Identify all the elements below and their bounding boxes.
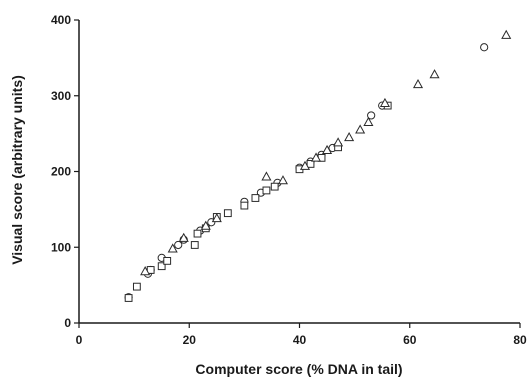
triangle-point	[178, 232, 189, 242]
triangle-point	[261, 171, 272, 181]
triangle-point	[355, 124, 366, 134]
circle-point	[367, 111, 376, 120]
square-point	[193, 229, 202, 238]
y-tick-label: 100	[51, 240, 71, 254]
triangle-point	[167, 243, 178, 253]
triangle-point	[379, 97, 390, 108]
triangle-point	[344, 131, 355, 142]
triangle-point	[299, 160, 311, 170]
x-axis-label: Computer score (% DNA in tail)	[195, 361, 402, 377]
square-point	[163, 256, 172, 265]
triangle-point	[429, 69, 440, 79]
triangle-point	[310, 152, 322, 162]
triangle-point	[277, 175, 289, 185]
x-tick-label: 40	[293, 333, 307, 347]
triangle-point	[501, 29, 512, 39]
y-tick-label: 200	[51, 165, 71, 179]
x-ticks: 0 20 40 60 80	[76, 323, 527, 347]
triangle-point	[363, 116, 374, 126]
y-ticks: 0 100 200 300 400	[51, 13, 79, 330]
circle-point	[480, 43, 489, 52]
x-tick-label: 20	[183, 333, 197, 347]
triangle-point	[412, 78, 424, 89]
y-tick-label: 0	[64, 316, 71, 330]
circle-point	[174, 240, 183, 250]
data-points	[124, 29, 512, 302]
y-axis-label: Visual score (arbitrary units)	[9, 75, 25, 265]
y-tick-label: 400	[51, 13, 71, 27]
square-point	[132, 282, 141, 291]
triangle-point	[333, 137, 344, 147]
square-point	[124, 294, 133, 302]
triangle-point	[322, 144, 333, 154]
x-tick-label: 0	[76, 333, 83, 347]
triangle-point	[211, 213, 222, 223]
triangle-point	[200, 220, 211, 230]
square-point	[190, 241, 199, 249]
square-point	[270, 182, 279, 191]
square-point	[157, 262, 166, 271]
square-point	[262, 186, 271, 195]
y-tick-label: 300	[51, 89, 71, 103]
square-point	[251, 194, 260, 202]
square-point	[240, 201, 249, 210]
square-point	[223, 209, 232, 218]
x-tick-label: 80	[513, 333, 527, 347]
x-tick-label: 60	[403, 333, 417, 347]
triangle-point	[140, 266, 151, 276]
square-point	[306, 160, 315, 168]
